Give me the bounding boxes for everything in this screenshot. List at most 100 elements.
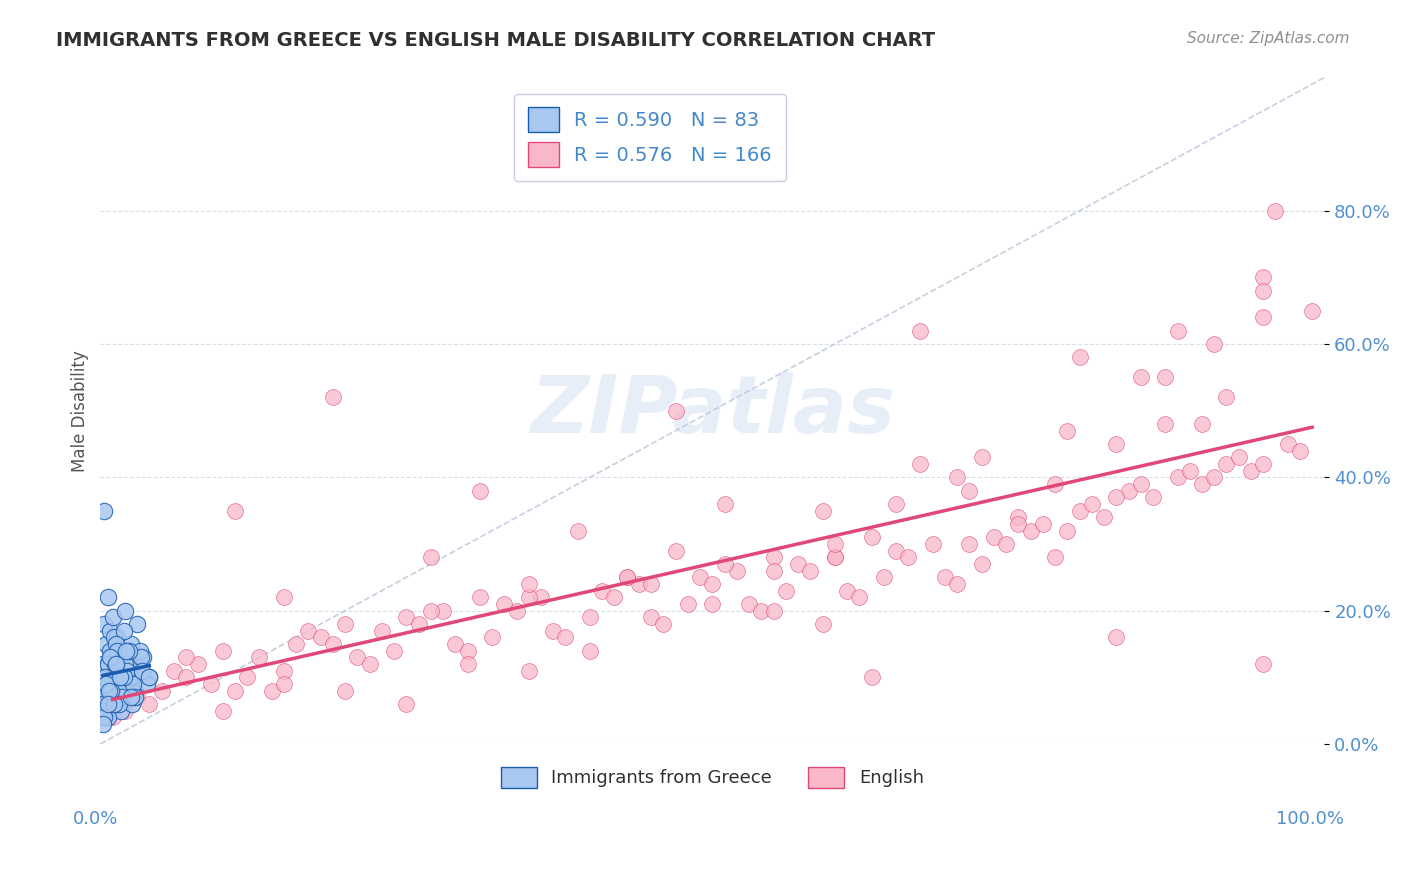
Point <box>111 677 134 691</box>
Text: ZIPatlas: ZIPatlas <box>530 372 894 450</box>
Point <box>117 657 139 671</box>
Point <box>224 683 246 698</box>
Point <box>101 610 124 624</box>
Point <box>824 550 846 565</box>
Point <box>579 643 602 657</box>
Point <box>285 637 308 651</box>
Point <box>1007 516 1029 531</box>
Point <box>873 570 896 584</box>
Point <box>114 657 136 671</box>
Point <box>738 597 761 611</box>
Point <box>249 650 271 665</box>
Point <box>1191 417 1213 431</box>
Point <box>322 637 344 651</box>
Point <box>121 697 143 711</box>
Point <box>640 610 662 624</box>
Point <box>419 604 441 618</box>
Point <box>174 650 197 665</box>
Point <box>1215 390 1237 404</box>
Point <box>1264 203 1286 218</box>
Point <box>468 591 491 605</box>
Point <box>1215 457 1237 471</box>
Point <box>554 630 576 644</box>
Point <box>150 683 173 698</box>
Point <box>616 570 638 584</box>
Point <box>359 657 381 671</box>
Point <box>98 624 121 638</box>
Point <box>125 617 148 632</box>
Point <box>100 683 122 698</box>
Point <box>104 664 127 678</box>
Point <box>94 683 117 698</box>
Point <box>702 597 724 611</box>
Point <box>112 670 135 684</box>
Point <box>129 650 152 665</box>
Point <box>120 637 142 651</box>
Point <box>1092 510 1115 524</box>
Point <box>91 704 114 718</box>
Point <box>787 557 810 571</box>
Point <box>98 697 121 711</box>
Point <box>1056 424 1078 438</box>
Point <box>689 570 711 584</box>
Point <box>97 657 120 671</box>
Point <box>96 637 118 651</box>
Point <box>112 624 135 638</box>
Point <box>115 643 138 657</box>
Point <box>107 643 129 657</box>
Point <box>122 677 145 691</box>
Point <box>884 497 907 511</box>
Point <box>93 710 115 724</box>
Point <box>108 670 131 684</box>
Point <box>91 717 114 731</box>
Point <box>517 591 540 605</box>
Point <box>124 683 146 698</box>
Point <box>105 677 128 691</box>
Point <box>897 550 920 565</box>
Point <box>1178 464 1201 478</box>
Point <box>1043 477 1066 491</box>
Point <box>1166 324 1188 338</box>
Point <box>125 670 148 684</box>
Point <box>96 704 118 718</box>
Point <box>1069 351 1091 365</box>
Point <box>762 550 785 565</box>
Point <box>115 683 138 698</box>
Point <box>983 530 1005 544</box>
Point <box>1129 477 1152 491</box>
Point <box>97 710 120 724</box>
Point <box>108 683 131 698</box>
Point <box>135 677 157 691</box>
Point <box>1251 284 1274 298</box>
Point <box>97 697 120 711</box>
Point <box>108 643 131 657</box>
Point <box>408 617 430 632</box>
Point <box>174 670 197 684</box>
Point <box>468 483 491 498</box>
Point <box>107 697 129 711</box>
Point <box>211 704 233 718</box>
Point <box>1129 370 1152 384</box>
Point <box>762 604 785 618</box>
Point <box>444 637 467 651</box>
Point <box>200 677 222 691</box>
Point <box>104 664 127 678</box>
Point <box>749 604 772 618</box>
Point <box>1032 516 1054 531</box>
Point <box>824 550 846 565</box>
Point <box>236 670 259 684</box>
Point <box>103 697 125 711</box>
Point <box>101 690 124 705</box>
Point <box>762 564 785 578</box>
Y-axis label: Male Disability: Male Disability <box>72 350 89 472</box>
Point <box>1204 337 1226 351</box>
Point <box>382 643 405 657</box>
Point <box>775 583 797 598</box>
Point <box>1069 503 1091 517</box>
Point <box>970 450 993 465</box>
Point <box>1227 450 1250 465</box>
Point <box>273 591 295 605</box>
Point <box>652 617 675 632</box>
Point <box>1105 437 1128 451</box>
Point <box>811 617 834 632</box>
